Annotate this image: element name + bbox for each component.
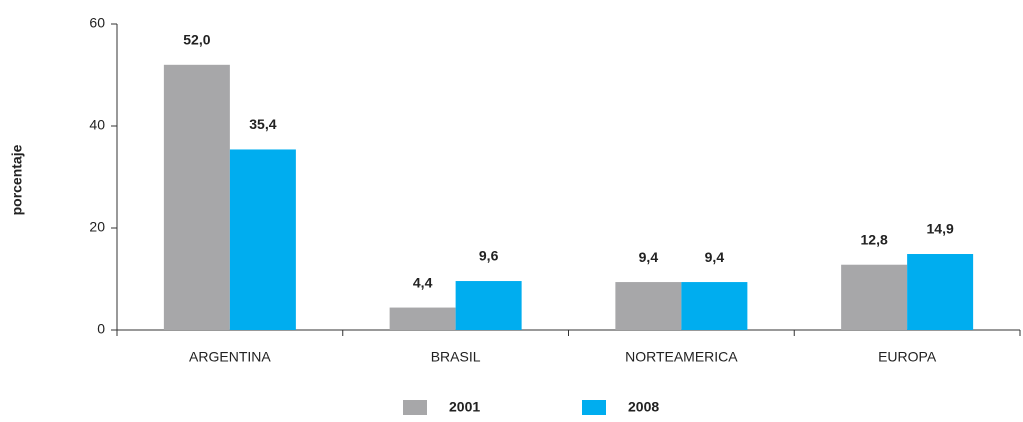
bar [615,282,682,330]
x-tick-label: BRASIL [431,349,481,365]
x-tick-label: NORTEAMERICA [625,349,738,365]
x-tick-label: ARGENTINA [189,349,271,365]
bar [163,64,230,331]
y-tick-label: 40 [89,117,105,133]
legend-label: 2008 [628,399,659,415]
value-label: 12,8 [861,231,888,247]
legend-label: 2001 [449,399,480,415]
bar [841,264,908,330]
legend-swatch [582,400,606,415]
value-label: 9,4 [639,249,659,265]
legend-swatch [403,400,427,415]
bar [455,281,522,330]
bar [229,149,296,330]
value-label: 4,4 [413,274,433,290]
y-axis-label: porcentaje [9,144,25,215]
value-label: 52,0 [183,32,210,48]
y-tick-label: 60 [89,15,105,31]
value-label: 9,4 [705,249,725,265]
value-label: 9,6 [479,248,499,264]
value-label: 14,9 [927,221,954,237]
bar [389,307,456,330]
bar [907,254,974,330]
value-label: 35,4 [249,116,276,132]
y-tick-label: 0 [97,321,105,337]
x-tick-label: EUROPA [878,349,937,365]
bar [681,282,748,330]
y-tick-label: 20 [89,219,105,235]
